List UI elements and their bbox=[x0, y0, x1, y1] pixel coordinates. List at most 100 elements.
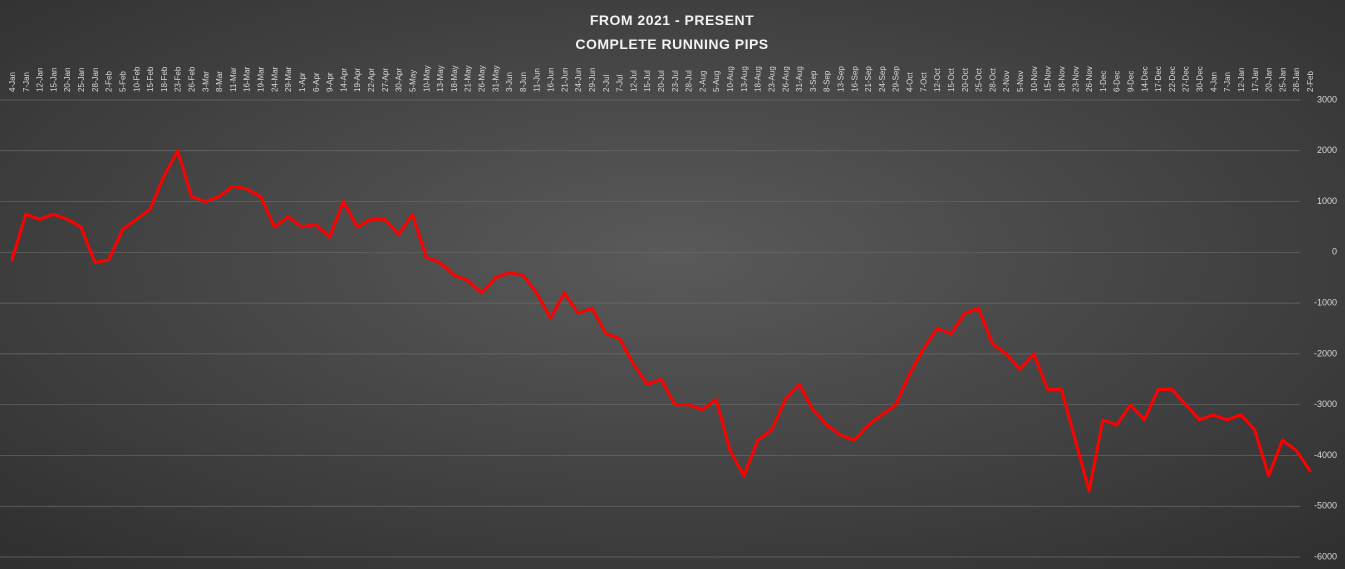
data-line bbox=[10, 149, 1312, 493]
x-tick-label: 20-Jan bbox=[1265, 68, 1274, 92]
x-tick-label: 12-Jan bbox=[36, 68, 45, 92]
x-tick-label: 8-Sep bbox=[823, 70, 832, 92]
x-tick-label: 5-Feb bbox=[118, 71, 127, 92]
x-tick-label: 15-Feb bbox=[146, 66, 155, 92]
x-tick-label: 18-Aug bbox=[754, 66, 763, 92]
x-tick-label: 5-Aug bbox=[712, 71, 721, 92]
y-tick-label: -2000 bbox=[1314, 348, 1337, 358]
x-tick-label: 2-Nov bbox=[1002, 71, 1011, 92]
x-tick-label: 9-Dec bbox=[1126, 71, 1135, 92]
x-tick-label: 21-Sep bbox=[864, 66, 873, 92]
x-tick-label: 21-May bbox=[464, 65, 473, 92]
x-tick-label: 26-May bbox=[477, 65, 486, 92]
x-tick-label: 3-Sep bbox=[809, 70, 818, 92]
x-tick-label: 14-Dec bbox=[1140, 66, 1149, 92]
x-tick-label: 20-Oct bbox=[961, 67, 970, 92]
x-tick-label: 2-Jul bbox=[602, 74, 611, 92]
x-tick-label: 15-Oct bbox=[947, 67, 956, 92]
x-tick-label: 19-Apr bbox=[353, 68, 362, 92]
x-tick-label: 2-Feb bbox=[105, 71, 114, 92]
x-tick-label: 10-Feb bbox=[132, 66, 141, 92]
x-tick-label: 2-Aug bbox=[698, 71, 707, 92]
chart-subtitle: COMPLETE RUNNING PIPS bbox=[575, 36, 768, 52]
x-tick-label: 28-Jan bbox=[91, 68, 100, 92]
x-tick-label: 11-Jun bbox=[533, 68, 542, 92]
x-tick-label: 7-Jul bbox=[616, 74, 625, 92]
x-tick-label: 5-Nov bbox=[1016, 71, 1025, 92]
x-tick-label: 30-Apr bbox=[395, 68, 404, 92]
x-tick-label: 30-Dec bbox=[1196, 66, 1205, 92]
x-tick-label: 29-Jun bbox=[588, 68, 597, 92]
x-tick-label: 18-May bbox=[450, 65, 459, 92]
x-tick-label: 15-Jan bbox=[49, 68, 58, 92]
x-tick-label: 1-Dec bbox=[1099, 71, 1108, 92]
chart-title: FROM 2021 - PRESENT bbox=[590, 12, 754, 28]
x-tick-label: 7-Jan bbox=[1223, 72, 1232, 92]
x-tick-label: 8-Mar bbox=[215, 71, 224, 92]
y-tick-label: -3000 bbox=[1314, 399, 1337, 409]
x-tick-label: 17-Dec bbox=[1154, 66, 1163, 92]
x-tick-label: 4-Jan bbox=[8, 72, 17, 92]
x-tick-label: 11-Mar bbox=[229, 67, 238, 92]
y-tick-label: 2000 bbox=[1317, 145, 1337, 155]
x-tick-label: 10-Aug bbox=[726, 66, 735, 92]
y-tick-label: -4000 bbox=[1314, 450, 1337, 460]
x-tick-label: 25-Jan bbox=[1278, 68, 1287, 92]
x-tick-label: 23-Jul bbox=[671, 70, 680, 92]
x-tick-label: 12-Jul bbox=[629, 70, 638, 92]
x-tick-label: 29-Mar bbox=[284, 66, 293, 92]
x-tick-label: 23-Nov bbox=[1071, 66, 1080, 92]
x-tick-label: 8-Jun bbox=[519, 72, 528, 92]
x-tick-label: 15-Nov bbox=[1044, 66, 1053, 92]
x-tick-label: 26-Nov bbox=[1085, 66, 1094, 92]
x-tick-label: 4-Jan bbox=[1209, 72, 1218, 92]
x-tick-label: 6-Apr bbox=[312, 72, 321, 92]
x-tick-label: 16-Mar bbox=[243, 66, 252, 92]
x-tick-label: 2-Feb bbox=[1306, 71, 1315, 92]
x-tick-label: 18-Nov bbox=[1057, 66, 1066, 92]
x-tick-label: 19-Mar bbox=[257, 66, 266, 92]
x-tick-label: 13-Aug bbox=[740, 66, 749, 92]
x-tick-label: 24-Mar bbox=[270, 66, 279, 92]
x-tick-label: 22-Dec bbox=[1168, 66, 1177, 92]
x-tick-label: 3-Jun bbox=[505, 72, 514, 92]
x-tick-label: 20-Jul bbox=[657, 70, 666, 92]
x-tick-label: 18-Feb bbox=[160, 66, 169, 92]
x-tick-label: 20-Jan bbox=[63, 68, 72, 92]
x-tick-label: 12-Jan bbox=[1237, 68, 1246, 92]
x-tick-label: 7-Oct bbox=[919, 72, 928, 92]
y-tick-label: 1000 bbox=[1317, 196, 1337, 206]
y-tick-label: -5000 bbox=[1314, 501, 1337, 511]
x-tick-label: 24-Jun bbox=[574, 68, 583, 92]
x-tick-label: 28-Oct bbox=[988, 67, 997, 92]
x-tick-label: 28-Jul bbox=[685, 70, 694, 92]
x-tick-label: 10-Nov bbox=[1030, 66, 1039, 92]
x-tick-label: 6-Dec bbox=[1113, 71, 1122, 92]
x-tick-label: 10-May bbox=[422, 65, 431, 92]
x-tick-label: 24-Sep bbox=[878, 66, 887, 92]
x-tick-label: 26-Aug bbox=[781, 66, 790, 92]
x-tick-label: 25-Oct bbox=[975, 67, 984, 92]
x-tick-label: 1-Apr bbox=[298, 72, 307, 92]
y-tick-label: -1000 bbox=[1314, 297, 1337, 307]
x-tick-label: 16-Jun bbox=[547, 68, 556, 92]
x-tick-label: 27-Apr bbox=[381, 68, 390, 92]
x-tick-label: 3-Mar bbox=[201, 71, 210, 92]
x-tick-label: 13-May bbox=[436, 65, 445, 92]
x-tick-label: 22-Apr bbox=[367, 68, 376, 92]
x-tick-label: 15-Jul bbox=[643, 70, 652, 92]
x-tick-label: 27-Dec bbox=[1182, 66, 1191, 92]
x-tick-label: 31-May bbox=[491, 65, 500, 92]
y-tick-label: 0 bbox=[1332, 247, 1337, 257]
y-tick-label: -6000 bbox=[1314, 551, 1337, 561]
x-tick-label: 25-Jan bbox=[77, 68, 86, 92]
x-tick-label: 26-Feb bbox=[188, 66, 197, 92]
x-tick-label: 5-May bbox=[408, 70, 417, 92]
x-tick-label: 29-Sep bbox=[892, 66, 901, 92]
x-tick-label: 13-Sep bbox=[837, 66, 846, 92]
y-tick-label: 3000 bbox=[1317, 94, 1337, 104]
x-tick-label: 9-Apr bbox=[326, 72, 335, 92]
x-tick-label: 12-Oct bbox=[933, 67, 942, 92]
